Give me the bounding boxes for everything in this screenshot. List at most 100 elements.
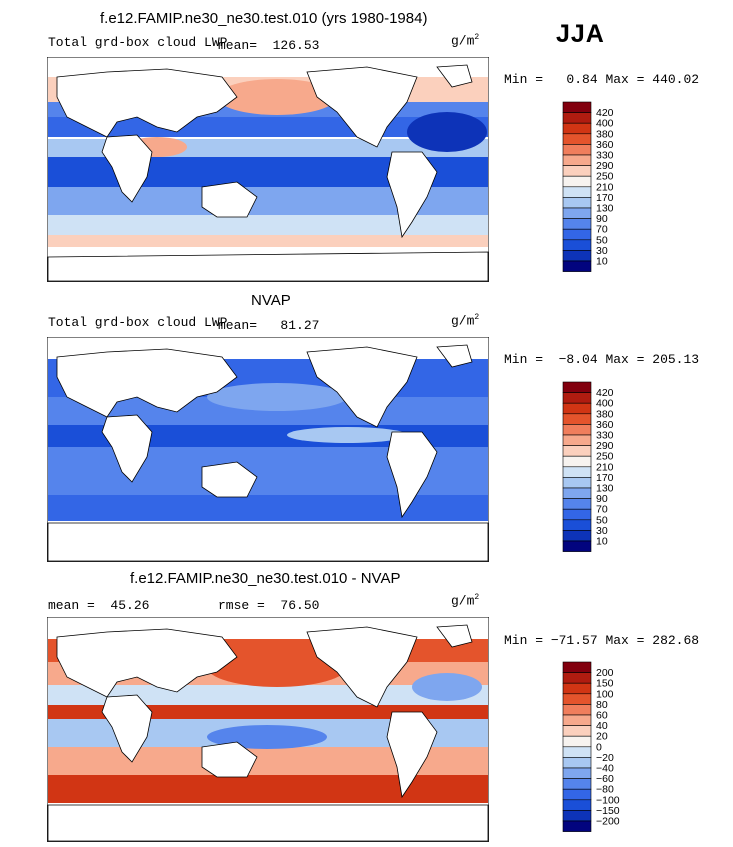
colorbar-label: −20 (596, 752, 614, 764)
land-antarctica-nodata (47, 804, 489, 842)
panel-1-minmax: Min = 0.84 Max = 440.02 (504, 72, 699, 87)
max-label: Max = (605, 633, 645, 648)
colorbar-swatch (562, 228, 592, 241)
land-africa (101, 694, 153, 763)
colorbar-label: 250 (596, 171, 614, 183)
field-blob-atlantic (412, 673, 482, 701)
colorbar-swatch (562, 133, 592, 145)
field-blob-itcz (287, 427, 407, 443)
min-label: Min = (504, 72, 544, 87)
colorbar-swatch (562, 101, 592, 113)
colorbar-swatch (562, 767, 592, 779)
colorbar-label: 400 (596, 398, 614, 410)
panel-3-rmse: rmse = 76.50 (218, 598, 319, 613)
colorbar-swatch (562, 820, 592, 832)
land-eurasia (56, 628, 238, 698)
land-eurasia (56, 348, 238, 418)
colorbar-label: 360 (596, 419, 614, 431)
colorbar-label: −200 (596, 816, 620, 828)
colorbar-swatch (562, 540, 592, 552)
min-label: Min = (504, 352, 544, 367)
units-exponent: 2 (474, 33, 480, 42)
colorbar-label: 170 (596, 472, 614, 484)
colorbar-label: 30 (596, 245, 608, 257)
land-north-america (306, 346, 418, 428)
panel-2-field-label: Total grd-box cloud LWP (48, 315, 228, 330)
colorbar-label: 420 (596, 387, 614, 399)
max-label: Max = (605, 352, 645, 367)
colorbar-label: 60 (596, 710, 608, 722)
colorbar-swatch (562, 455, 592, 468)
colorbar-label: 90 (596, 493, 608, 505)
max-value: 440.02 (652, 72, 700, 87)
colorbar-label: 290 (596, 160, 614, 172)
colorbar-label: 100 (596, 688, 614, 700)
colorbar-label: 170 (596, 192, 614, 204)
colorbar-swatch (562, 175, 592, 188)
colorbar-swatch (562, 746, 592, 758)
panel-1-units: g/m2 (451, 33, 479, 48)
panel-3-colorbar: 200150100806040200−20−40−60−80−100−150−2… (562, 661, 620, 832)
units-base: g/m (451, 33, 475, 49)
colorbar-swatch (562, 757, 592, 769)
panel-2-minmax: Min = −8.04 Max = 205.13 (504, 352, 699, 367)
field-blob-atlantic (407, 112, 487, 152)
land-south-america (386, 431, 438, 519)
colorbar-label: 30 (596, 525, 608, 537)
colorbar-swatch (562, 207, 592, 219)
panel-2-map (47, 337, 489, 562)
colorbar-swatch (562, 413, 592, 425)
panel-1-map (47, 57, 489, 282)
colorbar-swatch (562, 165, 592, 177)
land-antarctica (47, 251, 489, 282)
panel-1-mean-label: mean= (218, 38, 258, 53)
panel-2-units: g/m2 (451, 313, 479, 328)
colorbar-label: 80 (596, 699, 608, 711)
field-blob-north-pacific (217, 79, 337, 115)
panel-3-land (47, 624, 489, 842)
panel-2-mean: mean= 81.27 (218, 318, 319, 333)
colorbar-swatch (562, 239, 592, 251)
field-band-southern-edge (48, 235, 488, 247)
min-value: −71.57 (550, 633, 598, 648)
land-south-america (386, 151, 438, 239)
colorbar-label: 40 (596, 720, 608, 732)
panel-1-mean: mean= 126.53 (218, 38, 319, 53)
colorbar-swatch (562, 186, 592, 198)
panel-3-mean-value: 45.26 (110, 598, 150, 613)
colorbar-swatch (562, 519, 592, 531)
colorbar-swatch (562, 381, 592, 393)
min-value: −8.04 (558, 352, 598, 367)
units-base: g/m (451, 593, 475, 609)
colorbar-label: 10 (596, 536, 608, 548)
colorbar-label: 210 (596, 181, 614, 193)
colorbar-swatch (562, 466, 592, 478)
colorbar-swatch (562, 218, 592, 230)
colorbar-label: 20 (596, 731, 608, 743)
colorbar-swatch (562, 424, 592, 436)
colorbar-swatch (562, 799, 592, 811)
min-value: 0.84 (566, 72, 598, 87)
colorbar-swatch (562, 661, 592, 673)
colorbar-swatch (562, 392, 592, 404)
colorbar-swatch (562, 682, 592, 695)
colorbar-swatch (562, 434, 592, 446)
colorbar-label: 380 (596, 128, 614, 140)
colorbar-swatch (562, 122, 592, 135)
panel-2-title: NVAP (251, 292, 291, 309)
colorbar-swatch (562, 498, 592, 510)
colorbar-swatch (562, 778, 592, 790)
colorbar-label: 70 (596, 224, 608, 236)
colorbar-swatch (562, 112, 592, 124)
panel-1-title: f.e12.FAMIP.ne30_ne30.test.010 (yrs 1980… (100, 10, 428, 27)
colorbar-label: −100 (596, 794, 620, 806)
colorbar-label: 130 (596, 203, 614, 215)
panel-1-mean-value: 126.53 (272, 38, 320, 53)
land-greenland (436, 64, 473, 88)
land-africa (101, 134, 153, 203)
max-value: 282.68 (652, 633, 700, 648)
colorbar-swatch (562, 693, 592, 705)
panel-3-title: f.e12.FAMIP.ne30_ne30.test.010 - NVAP (130, 570, 401, 587)
